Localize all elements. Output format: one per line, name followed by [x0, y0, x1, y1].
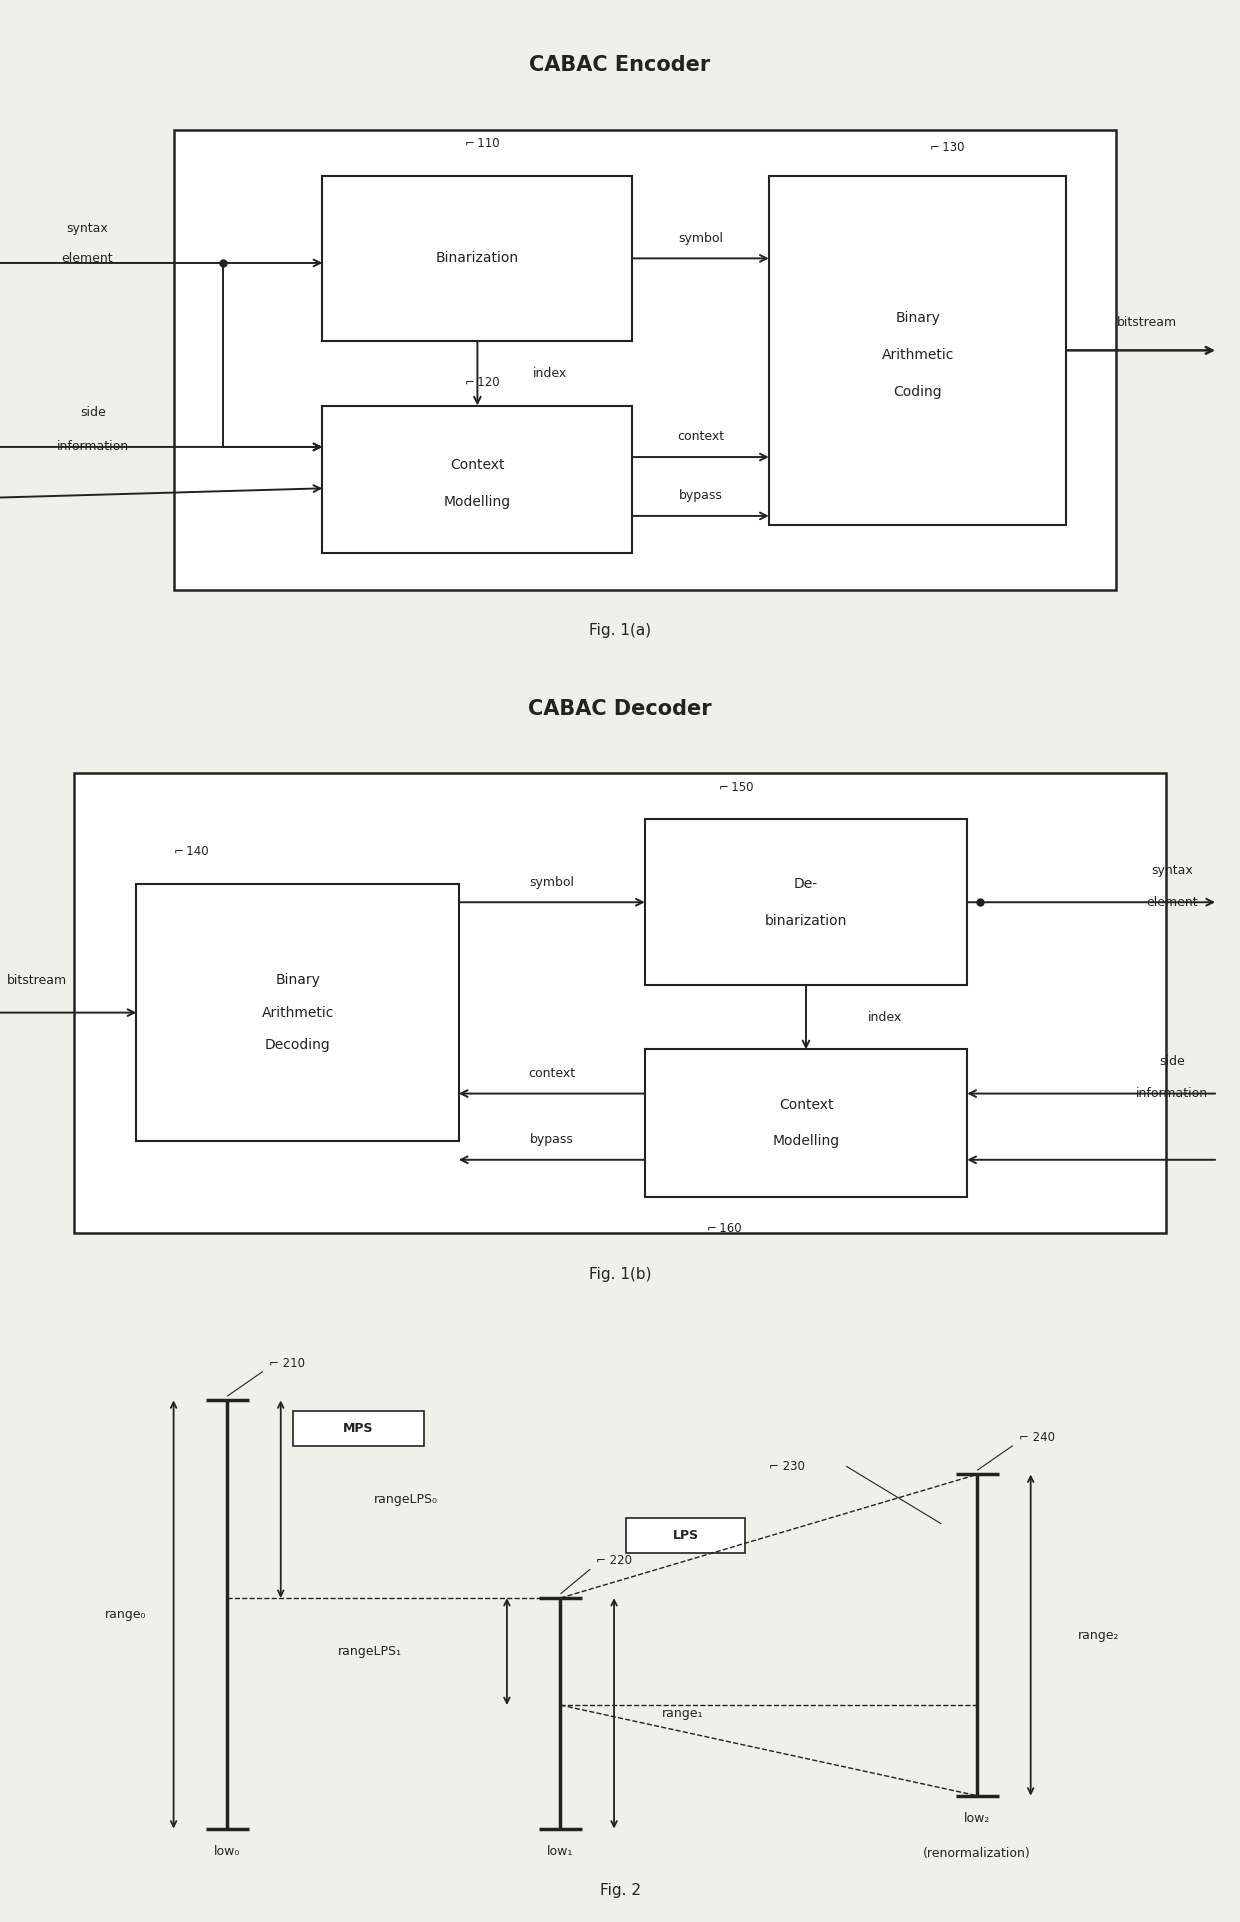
- Bar: [322, 406, 632, 554]
- Text: ⌐ 120: ⌐ 120: [465, 377, 500, 388]
- Bar: [293, 1411, 424, 1445]
- Text: information: information: [57, 440, 129, 454]
- Text: binarization: binarization: [765, 913, 847, 928]
- Text: element: element: [61, 252, 113, 265]
- Text: ⌐ 150: ⌐ 150: [719, 780, 754, 794]
- Text: (renormalization): (renormalization): [924, 1847, 1030, 1860]
- Text: Decoding: Decoding: [264, 1038, 331, 1051]
- Text: low₂: low₂: [963, 1812, 991, 1826]
- Text: LPS: LPS: [672, 1528, 698, 1541]
- Text: Binary: Binary: [275, 973, 320, 988]
- Text: bitstream: bitstream: [1117, 317, 1177, 329]
- Text: Arithmetic: Arithmetic: [882, 348, 954, 361]
- Text: Binary: Binary: [895, 311, 940, 325]
- Text: Context: Context: [779, 1097, 833, 1111]
- Text: rangeLPS₁: rangeLPS₁: [339, 1645, 402, 1659]
- Text: symbol: symbol: [529, 876, 574, 888]
- Text: side: side: [81, 406, 105, 419]
- Text: Fig. 2: Fig. 2: [599, 1884, 641, 1897]
- Text: index: index: [868, 1011, 903, 1024]
- Text: bitstream: bitstream: [7, 974, 67, 986]
- Bar: [645, 1049, 967, 1197]
- Text: Fig. 1(a): Fig. 1(a): [589, 623, 651, 638]
- Text: rangeLPS₀: rangeLPS₀: [373, 1493, 438, 1505]
- Text: low₁: low₁: [547, 1845, 574, 1859]
- Text: ⌐ 210: ⌐ 210: [269, 1357, 305, 1370]
- Text: ⌐ 220: ⌐ 220: [596, 1555, 632, 1568]
- Text: ⌐ 110: ⌐ 110: [465, 136, 500, 150]
- Text: low₀: low₀: [215, 1845, 241, 1859]
- Text: MPS: MPS: [343, 1422, 373, 1436]
- Text: syntax: syntax: [1151, 863, 1193, 876]
- Text: information: information: [1136, 1088, 1208, 1099]
- Bar: [322, 175, 632, 340]
- Bar: [136, 884, 459, 1142]
- Text: ⌐ 130: ⌐ 130: [930, 142, 965, 154]
- Bar: [645, 819, 967, 984]
- Text: CABAC Encoder: CABAC Encoder: [529, 56, 711, 75]
- Text: range₁: range₁: [662, 1707, 703, 1720]
- Text: Modelling: Modelling: [444, 496, 511, 509]
- Text: Arithmetic: Arithmetic: [262, 1005, 334, 1019]
- Text: De-: De-: [794, 876, 818, 890]
- Text: bypass: bypass: [529, 1134, 574, 1146]
- Text: symbol: symbol: [678, 233, 723, 244]
- Text: ⌐ 140: ⌐ 140: [174, 846, 208, 857]
- Text: range₂: range₂: [1079, 1628, 1120, 1641]
- Text: Fig. 1(b): Fig. 1(b): [589, 1267, 651, 1282]
- Bar: [769, 175, 1066, 525]
- Bar: [626, 1518, 745, 1553]
- Text: range₀: range₀: [105, 1609, 146, 1620]
- Text: bypass: bypass: [678, 490, 723, 502]
- Text: Modelling: Modelling: [773, 1134, 839, 1147]
- Text: context: context: [677, 431, 724, 444]
- Text: Context: Context: [450, 457, 505, 473]
- Text: context: context: [528, 1067, 575, 1080]
- Text: syntax: syntax: [66, 221, 108, 234]
- Text: ⌐ 230: ⌐ 230: [769, 1459, 805, 1472]
- Text: Binarization: Binarization: [435, 252, 520, 265]
- Text: ⌐ 240: ⌐ 240: [1019, 1430, 1055, 1443]
- Text: CABAC Decoder: CABAC Decoder: [528, 700, 712, 719]
- Text: element: element: [1146, 896, 1198, 909]
- Bar: [74, 773, 1166, 1234]
- Bar: [174, 129, 1116, 590]
- Text: side: side: [1159, 1055, 1184, 1069]
- Text: ⌐ 160: ⌐ 160: [707, 1222, 742, 1236]
- Text: index: index: [533, 367, 568, 381]
- Text: Coding: Coding: [893, 384, 942, 398]
